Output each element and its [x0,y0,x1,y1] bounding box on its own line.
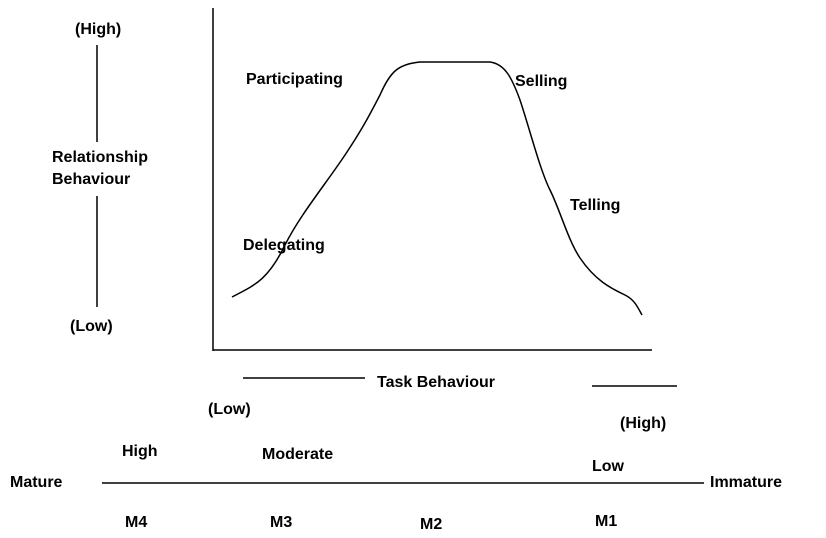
y-low: (Low) [70,318,113,335]
stage-label: M4 [125,514,147,531]
y-label: Relationship [52,149,148,166]
y-label: Behaviour [52,171,130,188]
stage-label: M1 [595,513,617,530]
maturity-level: Moderate [262,446,333,463]
stage-label: M3 [270,514,292,531]
x-low: (Low) [208,401,251,418]
maturity-left: Mature [10,474,63,491]
maturity-right: Immature [710,474,782,491]
x-label: Task Behaviour [377,374,495,391]
leadership-curve [231,61,643,316]
maturity-level: Low [592,458,625,475]
maturity-level: High [122,443,158,460]
x-high: (High) [620,415,666,432]
curve-label: Telling [570,197,620,214]
curve-label: Selling [515,73,567,90]
curve-label: Delegating [243,237,325,254]
stage-label: M2 [420,516,442,533]
curve-label: Participating [246,71,343,88]
y-high: (High) [75,21,121,38]
